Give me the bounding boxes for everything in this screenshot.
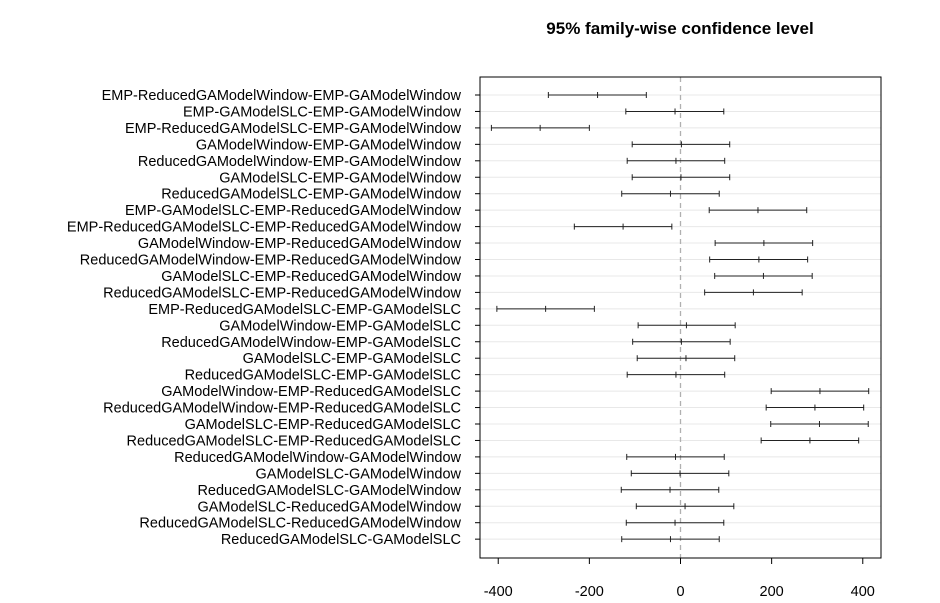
row-label-layer: EMP-ReducedGAModelWindow-EMP-GAModelWind…: [67, 88, 462, 548]
interval-row: [770, 388, 870, 395]
comparison-label: ReducedGAModelSLC-EMP-GAModelWindow: [161, 187, 461, 203]
comparison-label: EMP-ReducedGAModelSLC-EMP-GAModelWindow: [125, 121, 462, 137]
interval-row: [708, 207, 808, 214]
interval-row: [765, 404, 865, 411]
comparison-label: ReducedGAModelWindow-EMP-GAModelWindow: [138, 154, 462, 170]
comparison-label: ReducedGAModelSLC-EMP-ReducedGAModelWind…: [103, 285, 461, 301]
interval-row: [625, 108, 725, 115]
comparison-label: ReducedGAModelSLC-GAModelSLC: [221, 532, 461, 548]
comparison-label: GAModelWindow-EMP-ReducedGAModelWindow: [138, 236, 462, 252]
comparison-label: EMP-ReducedGAModelSLC-EMP-ReducedGAModel…: [67, 220, 462, 236]
chart-title: 95% family-wise confidence level: [546, 19, 813, 38]
x-tick-label: -200: [575, 584, 604, 598]
comparison-label: ReducedGAModelSLC-EMP-GAModelSLC: [185, 368, 461, 384]
comparison-label: GAModelSLC-EMP-GAModelWindow: [219, 170, 461, 186]
interval-row: [631, 141, 731, 148]
interval-row: [709, 256, 809, 263]
interval-row: [490, 124, 590, 131]
comparison-label: GAModelWindow-EMP-GAModelSLC: [219, 318, 461, 334]
interval-row: [635, 503, 735, 510]
comparison-label: GAModelSLC-EMP-ReducedGAModelSLC: [185, 417, 461, 433]
comparison-label: ReducedGAModelSLC-GAModelWindow: [197, 483, 461, 499]
x-tick-label: 200: [760, 584, 784, 598]
comparison-label: ReducedGAModelWindow-EMP-ReducedGAModelW…: [80, 253, 462, 269]
interval-row: [621, 536, 720, 543]
interval-row: [626, 371, 726, 378]
comparison-label: ReducedGAModelWindow-GAModelWindow: [174, 450, 461, 466]
x-tick-label: 400: [851, 584, 875, 598]
interval-row: [632, 338, 731, 345]
comparison-label: EMP-GAModelSLC-EMP-ReducedGAModelWindow: [125, 203, 462, 219]
comparison-label: ReducedGAModelWindow-EMP-GAModelSLC: [161, 335, 461, 351]
interval-row: [770, 421, 869, 427]
comparison-label: GAModelSLC-GAModelWindow: [256, 466, 462, 482]
comparison-label: ReducedGAModelWindow-EMP-ReducedGAModelS…: [103, 401, 461, 417]
comparison-label: GAModelWindow-EMP-GAModelWindow: [196, 137, 462, 153]
plot-frame: [479, 76, 882, 559]
x-tick-label: 0: [676, 584, 684, 598]
interval-row: [630, 470, 730, 477]
interval-row: [714, 240, 814, 247]
interval-row: [704, 289, 803, 296]
interval-row: [625, 519, 725, 526]
comparison-label: EMP-ReducedGAModelWindow-EMP-GAModelWind…: [102, 88, 462, 104]
comparison-label: EMP-ReducedGAModelSLC-EMP-GAModelSLC: [148, 302, 461, 318]
x-axis: -400 -200 0 200 400: [475, 94, 875, 600]
interval-row: [626, 453, 725, 460]
comparison-label: ReducedGAModelSLC-ReducedGAModelWindow: [139, 516, 461, 532]
interval-row: [760, 437, 860, 444]
interval-row: [626, 157, 726, 164]
comparison-label: ReducedGAModelSLC-EMP-ReducedGAModelSLC: [127, 433, 461, 449]
interval-row: [573, 223, 673, 230]
interval-row: [631, 174, 731, 181]
interval-row: [636, 355, 736, 362]
x-tick-label: -400: [484, 584, 513, 598]
interval-row: [621, 190, 720, 197]
comparison-label: GAModelSLC-EMP-GAModelSLC: [243, 351, 461, 367]
comparison-label: GAModelSLC-EMP-ReducedGAModelWindow: [161, 269, 461, 285]
comparison-label: GAModelSLC-ReducedGAModelWindow: [197, 499, 461, 515]
interval-row: [496, 305, 595, 312]
comparison-label: GAModelWindow-EMP-ReducedGAModelSLC: [161, 384, 461, 400]
comparison-label: EMP-GAModelSLC-EMP-GAModelWindow: [183, 104, 462, 120]
interval-row: [714, 272, 813, 279]
interval-layer: [490, 92, 870, 543]
interval-row: [637, 322, 736, 329]
interval-row: [620, 486, 720, 493]
interval-row: [547, 92, 647, 98]
